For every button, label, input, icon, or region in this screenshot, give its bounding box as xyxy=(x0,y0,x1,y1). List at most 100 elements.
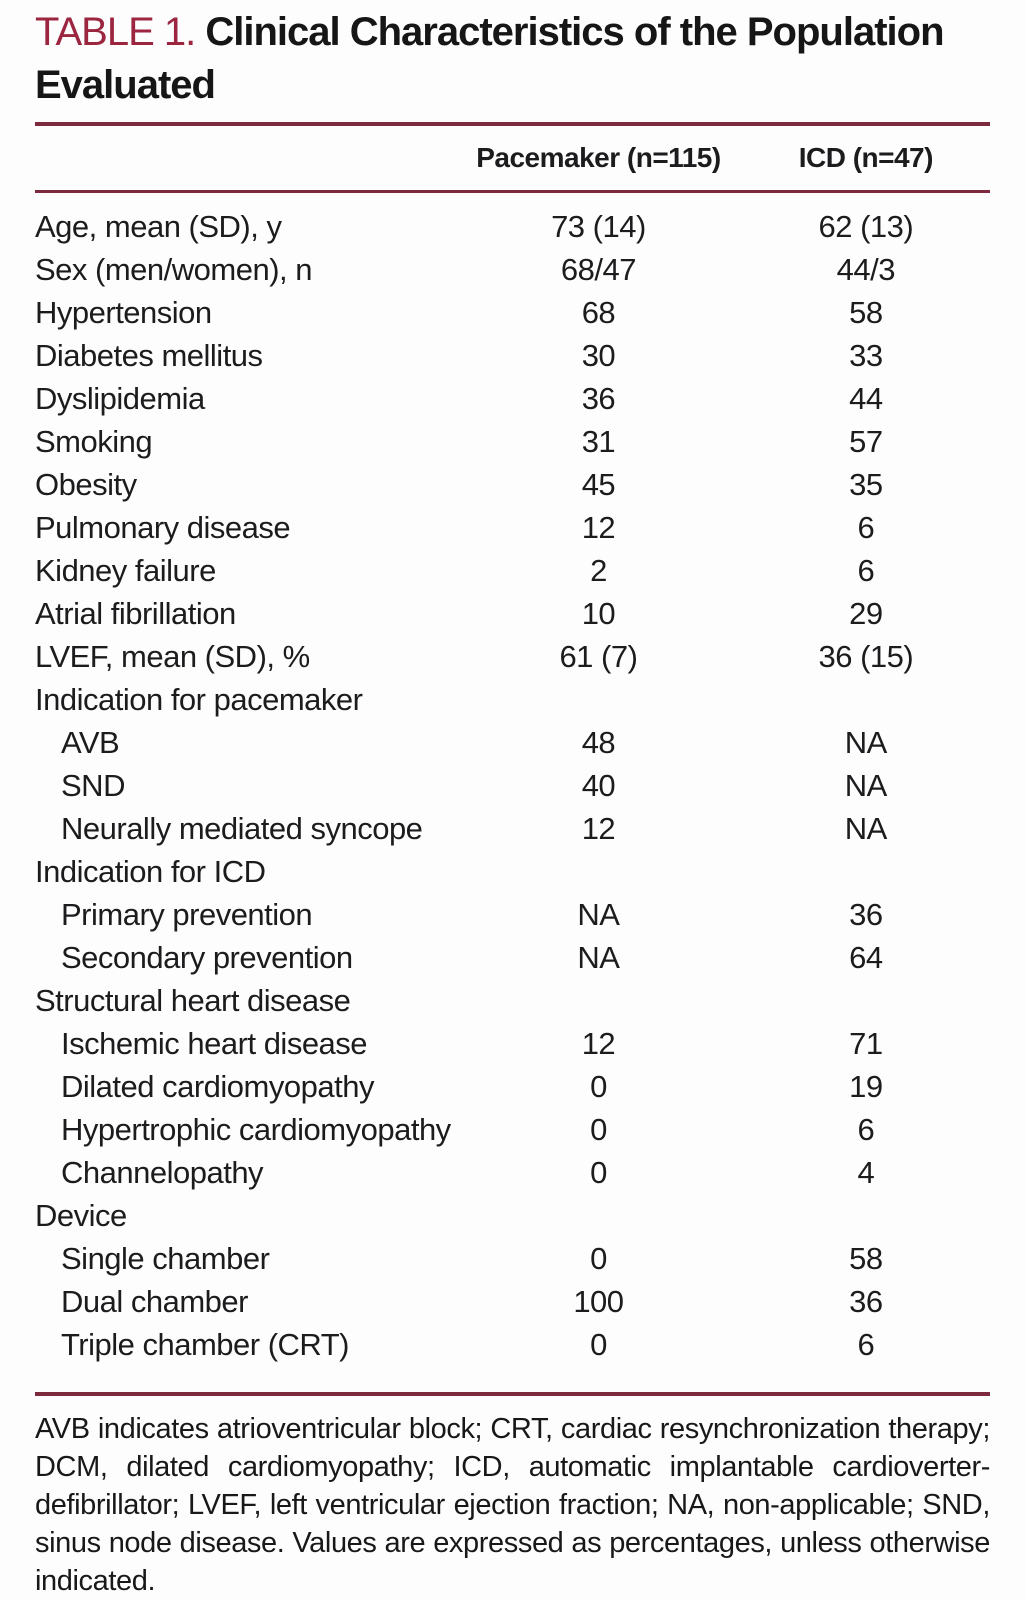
table-row: Device xyxy=(35,1194,990,1237)
table-row: Hypertension 68 58 xyxy=(35,291,990,334)
row-label: Structural heart disease xyxy=(35,982,351,1018)
pacemaker-value: 0 xyxy=(590,1068,607,1104)
column-header-pacemaker: Pacemaker (n=115) xyxy=(476,142,721,173)
icd-value: 44/3 xyxy=(836,251,896,287)
icd-value: 57 xyxy=(849,423,883,459)
icd-value: 44 xyxy=(849,380,883,416)
table-row: Hypertrophic cardiomyopathy 0 6 xyxy=(35,1108,990,1151)
row-label: Secondary prevention xyxy=(61,939,353,975)
row-label: Kidney failure xyxy=(35,552,216,588)
pacemaker-value: 73 (14) xyxy=(551,208,646,244)
icd-value: NA xyxy=(844,810,888,846)
row-label: Hypertension xyxy=(35,294,212,330)
icd-value: 58 xyxy=(849,294,883,330)
icd-value: 33 xyxy=(849,337,883,373)
table-number: TABLE 1. xyxy=(35,10,196,54)
row-label: Dyslipidemia xyxy=(35,380,205,416)
pacemaker-value: 2 xyxy=(590,552,607,588)
table-row: Atrial fibrillation 10 29 xyxy=(35,592,990,635)
pacemaker-value: 12 xyxy=(581,1025,616,1061)
table-title-line1: Clinical Characteristics of the Populati… xyxy=(205,10,944,54)
table-row: Ischemic heart disease 12 71 xyxy=(35,1022,990,1065)
pacemaker-value: 40 xyxy=(581,767,616,803)
row-label: Dilated cardiomyopathy xyxy=(61,1068,374,1104)
pacemaker-value: 31 xyxy=(581,423,616,459)
pacemaker-value xyxy=(455,678,742,721)
icd-value xyxy=(742,678,990,721)
row-label: AVB xyxy=(61,724,120,760)
pacemaker-value xyxy=(455,1194,742,1237)
icd-value: 71 xyxy=(849,1025,883,1061)
clinical-characteristics-table: Age, mean (SD), y 73 (14) 62 (13) Sex (men/… xyxy=(35,193,990,1392)
icd-value: 36 xyxy=(849,896,883,932)
table-row: Neurally mediated syncope 12 NA xyxy=(35,807,990,850)
row-label: Sex (men/women), n xyxy=(35,251,313,287)
table-row: Primary prevention NA 36 xyxy=(35,893,990,936)
table-row: Kidney failure 2 6 xyxy=(35,549,990,592)
pacemaker-value: 0 xyxy=(590,1111,607,1147)
table-row: Diabetes mellitus 30 33 xyxy=(35,334,990,377)
table-row: Obesity 45 35 xyxy=(35,463,990,506)
table-row: AVB 48 NA xyxy=(35,721,990,764)
icd-value: 6 xyxy=(857,1326,875,1362)
icd-value: 62 (13) xyxy=(818,208,914,244)
icd-value: 36 (15) xyxy=(818,638,914,674)
row-label: LVEF, mean (SD), % xyxy=(35,638,310,674)
pacemaker-value: 36 xyxy=(581,380,616,416)
pacemaker-value xyxy=(455,850,742,893)
table-row: Dilated cardiomyopathy 0 19 xyxy=(35,1065,990,1108)
pacemaker-value: 12 xyxy=(581,810,616,846)
table-row: Sex (men/women), n 68/47 44/3 xyxy=(35,248,990,291)
row-label: Diabetes mellitus xyxy=(35,337,263,373)
pacemaker-value: 10 xyxy=(581,595,616,631)
pacemaker-value: 30 xyxy=(581,337,616,373)
pacemaker-value: 12 xyxy=(581,509,616,545)
column-header-icd: ICD (n=47) xyxy=(798,142,934,173)
row-label: Ischemic heart disease xyxy=(61,1025,368,1061)
pacemaker-value: 0 xyxy=(590,1326,607,1362)
table-row: Triple chamber (CRT) 0 6 xyxy=(35,1323,990,1392)
pacemaker-value: 68 xyxy=(581,294,616,330)
table-row: Pulmonary disease 12 6 xyxy=(35,506,990,549)
pacemaker-value: 68/47 xyxy=(560,251,637,287)
icd-value xyxy=(742,979,990,1022)
table-row: Smoking 31 57 xyxy=(35,420,990,463)
icd-value xyxy=(742,850,990,893)
pacemaker-value: 61 (7) xyxy=(559,638,638,674)
row-label: Dual chamber xyxy=(61,1283,248,1319)
row-label: Age, mean (SD), y xyxy=(35,208,282,244)
header-rule xyxy=(35,190,990,193)
icd-value: 35 xyxy=(849,466,883,502)
icd-value: NA xyxy=(844,724,888,760)
icd-value: 36 xyxy=(849,1283,883,1319)
row-label: Pulmonary disease xyxy=(35,509,291,545)
table-row: LVEF, mean (SD), % 61 (7) 36 (15) xyxy=(35,635,990,678)
row-label: Obesity xyxy=(35,466,137,502)
icd-value: 6 xyxy=(857,1111,875,1147)
icd-value: 29 xyxy=(849,595,883,631)
pacemaker-value: 0 xyxy=(590,1240,607,1276)
pacemaker-value: 48 xyxy=(581,724,616,760)
icd-value: 6 xyxy=(857,509,875,545)
pacemaker-value xyxy=(455,979,742,1022)
column-header-row: Pacemaker (n=115) ICD (n=47) xyxy=(35,126,990,190)
row-label: Triple chamber (CRT) xyxy=(61,1326,350,1362)
row-label: Device xyxy=(35,1197,127,1233)
row-label: Indication for ICD xyxy=(35,853,266,889)
icd-value: 19 xyxy=(849,1068,883,1104)
row-label: Channelopathy xyxy=(61,1154,264,1190)
bottom-rule xyxy=(35,1392,990,1396)
table-row: Dyslipidemia 36 44 xyxy=(35,377,990,420)
icd-value xyxy=(742,1194,990,1237)
icd-value: NA xyxy=(844,767,888,803)
table-row: Secondary prevention NA 64 xyxy=(35,936,990,979)
table-title-line2: Evaluated xyxy=(35,63,216,107)
pacemaker-value: 0 xyxy=(590,1154,607,1190)
pacemaker-value: NA xyxy=(577,939,620,975)
table-row: Single chamber 0 58 xyxy=(35,1237,990,1280)
row-label: Indication for pacemaker xyxy=(35,681,363,717)
icd-value: 64 xyxy=(849,939,883,975)
table-row: Indication for pacemaker xyxy=(35,678,990,721)
table-title: TABLE 1. Clinical Characteristics of the… xyxy=(35,6,990,112)
